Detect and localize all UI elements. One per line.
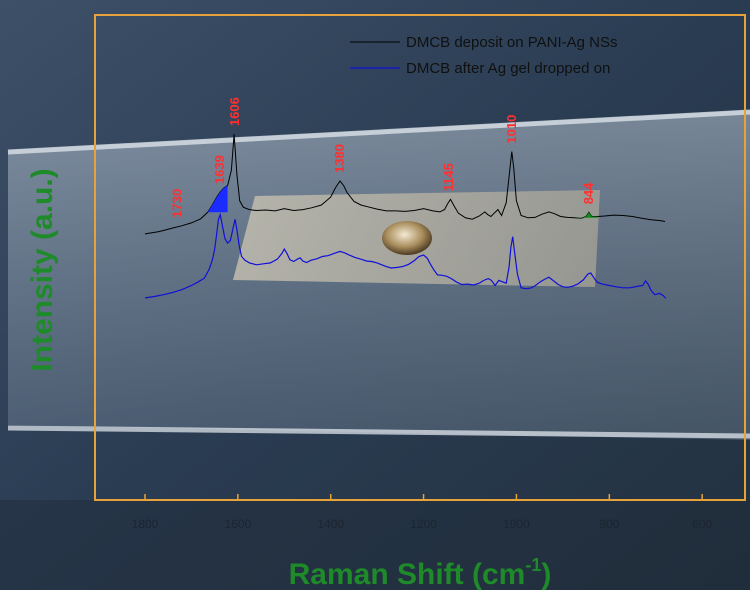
x-tick-label: 1600 bbox=[225, 517, 252, 531]
x-tick-label: 1200 bbox=[410, 517, 437, 531]
x-tick-label: 1400 bbox=[317, 517, 344, 531]
x-axis-title-superscript: -1 bbox=[525, 555, 541, 575]
peak-label-1639: 1639 bbox=[212, 155, 227, 184]
x-tick-label: 1000 bbox=[503, 517, 530, 531]
peak-label-1380: 1380 bbox=[332, 144, 347, 173]
x-tick-label: 1800 bbox=[132, 517, 159, 531]
legend-label-dmcb-ag-gel: DMCB after Ag gel dropped on bbox=[406, 60, 610, 77]
series-line-dmcb-ag-gel bbox=[145, 215, 666, 299]
x-tick-label: 600 bbox=[692, 517, 712, 531]
legend: DMCB deposit on PANI-Ag NSs DMCB after A… bbox=[350, 34, 617, 77]
peak-label-1145: 1145 bbox=[441, 163, 456, 191]
x-axis-title-close: ) bbox=[541, 558, 551, 590]
plot-frame bbox=[95, 15, 745, 500]
x-axis-title: Raman Shift (cm-1) bbox=[289, 555, 552, 590]
peak-highlight-green bbox=[575, 212, 598, 218]
x-axis-title-main: Raman Shift (cm bbox=[289, 558, 526, 590]
peak-label-1730: 1730 bbox=[170, 189, 185, 218]
peak-label-1606: 1606 bbox=[227, 97, 242, 126]
peak-highlight-blue bbox=[208, 186, 228, 213]
x-tick-label: 800 bbox=[599, 517, 619, 531]
peak-labels: 1730 1639 1606 1380 1145 1010 844 bbox=[170, 97, 596, 218]
y-axis-title: Intensity (a.u.) bbox=[26, 168, 59, 371]
peak-label-1010: 1010 bbox=[504, 115, 519, 144]
legend-label-dmcb-deposit: DMCB deposit on PANI-Ag NSs bbox=[406, 34, 617, 51]
peak-label-844: 844 bbox=[581, 182, 596, 204]
